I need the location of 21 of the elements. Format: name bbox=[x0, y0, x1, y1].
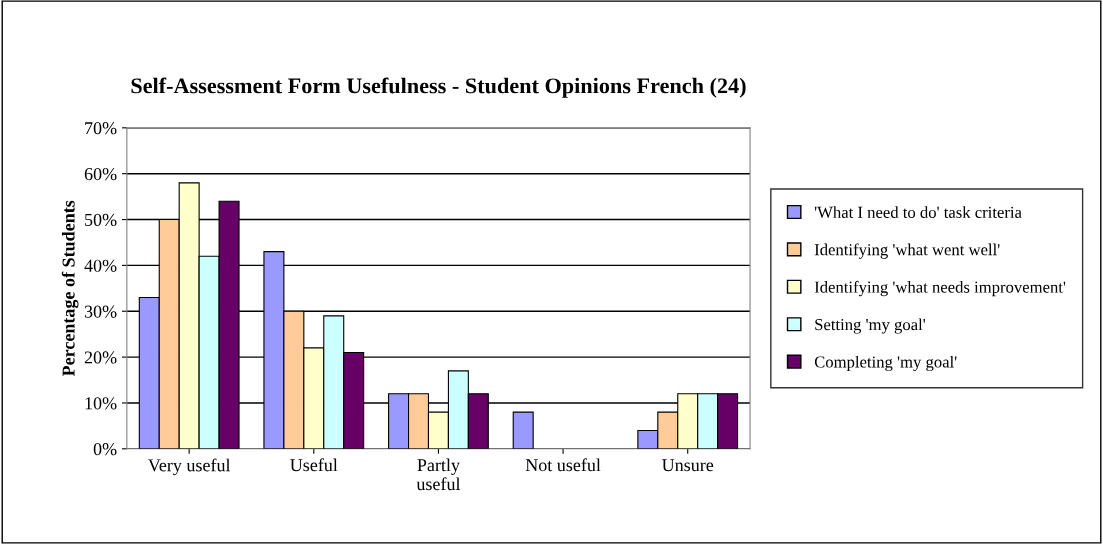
y-tick-label: 40% bbox=[84, 259, 117, 272]
chart-title: Self-Assessment Form Usefulness - Student Opinions French (24) bbox=[131, 77, 746, 98]
y-tick-label: 20% bbox=[84, 351, 117, 364]
legend-label: Setting 'my goal' bbox=[815, 318, 926, 334]
y-tick-label: 30% bbox=[84, 305, 117, 318]
x-tick-label: Useful bbox=[290, 458, 338, 472]
x-tick-label: Partly useful bbox=[416, 458, 461, 491]
y-axis-title: Percentage of Students bbox=[61, 200, 79, 377]
legend-label: Identifying 'what needs improvement' bbox=[814, 280, 1066, 297]
y-tick-label: 60% bbox=[84, 167, 117, 181]
x-tick-label: Unsure bbox=[662, 459, 714, 472]
bar bbox=[512, 411, 534, 449]
x-tick-label: Not useful bbox=[525, 458, 601, 472]
y-tick-label: 70% bbox=[85, 122, 117, 135]
legend-label: Identifying 'what went well' bbox=[814, 243, 1000, 259]
y-tick-label: 50% bbox=[85, 213, 117, 227]
legend-label: Completing 'my goal' bbox=[814, 355, 957, 372]
y-tick-label: 10% bbox=[85, 397, 117, 410]
legend-label: 'What I need to do' task criteria bbox=[814, 206, 1022, 219]
y-tick-label: 0% bbox=[93, 443, 117, 456]
x-tick-label: Very useful bbox=[148, 458, 231, 476]
